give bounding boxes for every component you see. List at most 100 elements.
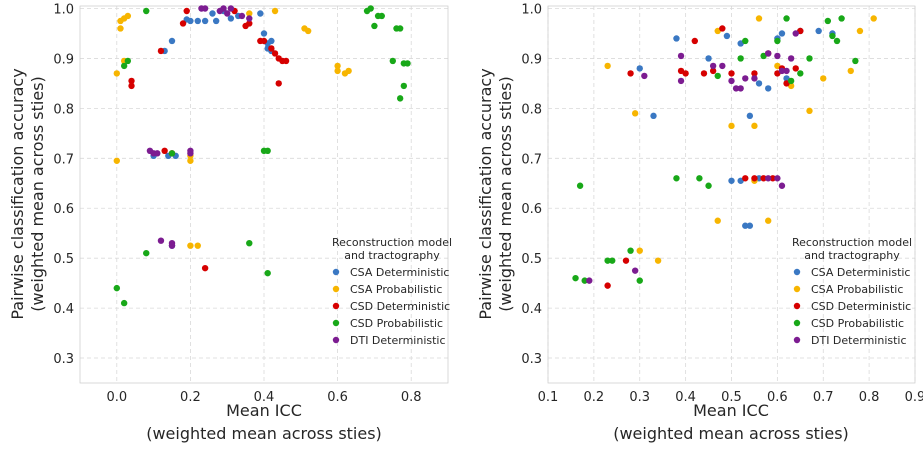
left-data-points: [113, 5, 411, 307]
right-point-csa-probabilistic: [654, 257, 662, 264]
right-y-tick-label: 0.5: [521, 252, 542, 267]
right-point-csd-deterministic: [622, 257, 630, 264]
left-point-csa-probabilistic: [117, 25, 124, 32]
right-point-csd-probabilistic: [737, 55, 744, 62]
left-point-dti-deterministic: [168, 242, 176, 249]
right-legend-marker-csa-deterministic: [793, 268, 801, 276]
right-point-csd-probabilistic: [833, 37, 841, 45]
right-point-dti-deterministic: [787, 55, 795, 62]
right-point-csd-probabilistic: [604, 257, 611, 264]
left-y-axis-label-line1: Pairwise classification accuracy: [8, 68, 27, 319]
right-point-csa-probabilistic: [806, 107, 813, 115]
left-point-dti-deterministic: [246, 15, 253, 22]
left-point-csa-probabilistic: [334, 67, 341, 75]
left-legend-title-line2: and tractography: [344, 249, 440, 262]
left-point-csd-probabilistic: [143, 249, 150, 257]
left-point-csd-probabilistic: [404, 60, 411, 67]
left-scatter-panel: 0.0 0.2 0.4 0.6 0.80.30.40.50.60.70.80.91.0 …: [8, 2, 452, 443]
right-point-csd-probabilistic: [829, 32, 836, 40]
left-x-axis-label-line1: Mean ICC: [226, 401, 302, 420]
left-point-csd-probabilistic: [264, 147, 271, 155]
left-point-csd-probabilistic: [124, 57, 132, 65]
left-point-csd-probabilistic: [143, 7, 150, 15]
left-point-csd-probabilistic: [396, 95, 404, 102]
right-point-csd-probabilistic: [581, 277, 588, 284]
right-point-csd-probabilistic: [797, 70, 804, 77]
right-point-csd-probabilistic: [636, 277, 643, 284]
right-point-dti-deterministic: [783, 67, 790, 75]
right-point-csa-deterministic: [705, 55, 712, 62]
right-point-csa-deterministic: [742, 222, 749, 229]
right-point-csa-deterministic: [755, 80, 763, 87]
left-point-csa-probabilistic: [124, 12, 132, 20]
right-point-dti-deterministic: [778, 67, 786, 75]
right-point-csa-probabilistic: [856, 27, 864, 35]
right-y-tick-label: 0.8: [521, 102, 542, 117]
right-point-csd-probabilistic: [627, 247, 634, 254]
right-x-tick-label: 0.2: [584, 390, 605, 405]
left-point-csd-deterministic: [183, 7, 190, 15]
left-x-tick-label: 0.8: [401, 390, 422, 405]
left-x-tick-label: 0.0: [106, 390, 127, 405]
right-point-csa-probabilistic: [847, 67, 854, 75]
left-point-csd-deterministic: [201, 264, 209, 272]
right-point-dti-deterministic: [792, 30, 799, 37]
right-point-csd-probabilistic: [742, 37, 749, 45]
right-point-csd-deterministic: [709, 67, 717, 75]
right-point-csd-deterministic: [682, 70, 689, 77]
right-point-csa-deterministic: [636, 65, 643, 72]
left-point-csd-deterministic: [271, 50, 279, 57]
left-y-tick-label: 0.5: [53, 252, 74, 267]
right-point-dti-deterministic: [778, 182, 786, 189]
left-point-dti-deterministic: [154, 150, 161, 157]
left-point-csd-deterministic: [268, 45, 275, 52]
right-point-csa-probabilistic: [751, 122, 758, 130]
right-plot-frame: [547, 5, 916, 384]
right-x-tick-label: 0.4: [675, 390, 696, 405]
right-point-csd-deterministic: [700, 70, 708, 77]
right-x-axis-label-line1: Mean ICC: [693, 401, 769, 420]
left-legend: Reconstruction model and tractography CS…: [332, 236, 452, 347]
right-data-points: [572, 15, 877, 289]
left-point-csa-deterministic: [257, 10, 264, 17]
right-grid: [547, 6, 916, 383]
left-point-csd-deterministic: [157, 47, 165, 55]
right-point-csa-probabilistic: [636, 247, 643, 254]
left-legend-marker-csd-deterministic: [332, 302, 340, 310]
left-point-csd-probabilistic: [264, 269, 271, 277]
right-x-tick-label: 0.6: [767, 390, 788, 405]
right-point-dti-deterministic: [677, 52, 685, 60]
right-legend-label-csd-deterministic: CSD Deterministic: [811, 300, 911, 313]
right-point-csa-deterministic: [723, 32, 731, 40]
left-point-csa-deterministic: [227, 15, 235, 22]
right-x-axis-label-line2: (weighted mean across sties): [613, 424, 849, 443]
right-point-csd-deterministic: [769, 175, 776, 182]
left-point-csa-probabilistic: [246, 10, 253, 17]
left-point-dti-deterministic: [224, 10, 231, 17]
left-y-tick-label: 0.6: [53, 202, 74, 217]
left-point-csd-deterministic: [161, 147, 168, 155]
right-tick-labels: 0.1 0.2 0.3 0.4 0.5 0.6 0.7 0.8 0.9 0.3 0.4 0.5 0.6 0…: [521, 2, 923, 405]
right-point-csd-probabilistic: [824, 17, 832, 25]
left-point-dti-deterministic: [201, 5, 209, 12]
right-point-csa-probabilistic: [765, 217, 772, 224]
left-point-csd-probabilistic: [389, 57, 396, 65]
right-point-dti-deterministic: [709, 62, 717, 70]
right-x-tick-label: 0.9: [905, 390, 923, 405]
left-point-csa-probabilistic: [113, 157, 121, 164]
right-x-tick-label: 0.5: [721, 390, 742, 405]
right-point-dti-deterministic: [751, 75, 758, 82]
right-point-csa-deterministic: [650, 112, 657, 120]
left-point-csd-deterministic: [275, 80, 282, 87]
right-point-dti-deterministic: [765, 50, 772, 57]
right-legend-title-line1: Reconstruction model: [792, 236, 912, 249]
right-point-csa-probabilistic: [870, 15, 877, 22]
left-point-csa-deterministic: [168, 37, 176, 45]
right-point-csa-probabilistic: [755, 15, 763, 22]
right-point-csd-deterministic: [604, 282, 611, 289]
right-y-tick-label: 1.0: [521, 2, 542, 17]
right-x-tick-label: 0.3: [629, 390, 650, 405]
right-point-csd-deterministic: [627, 70, 634, 77]
left-point-csa-deterministic: [268, 37, 275, 45]
